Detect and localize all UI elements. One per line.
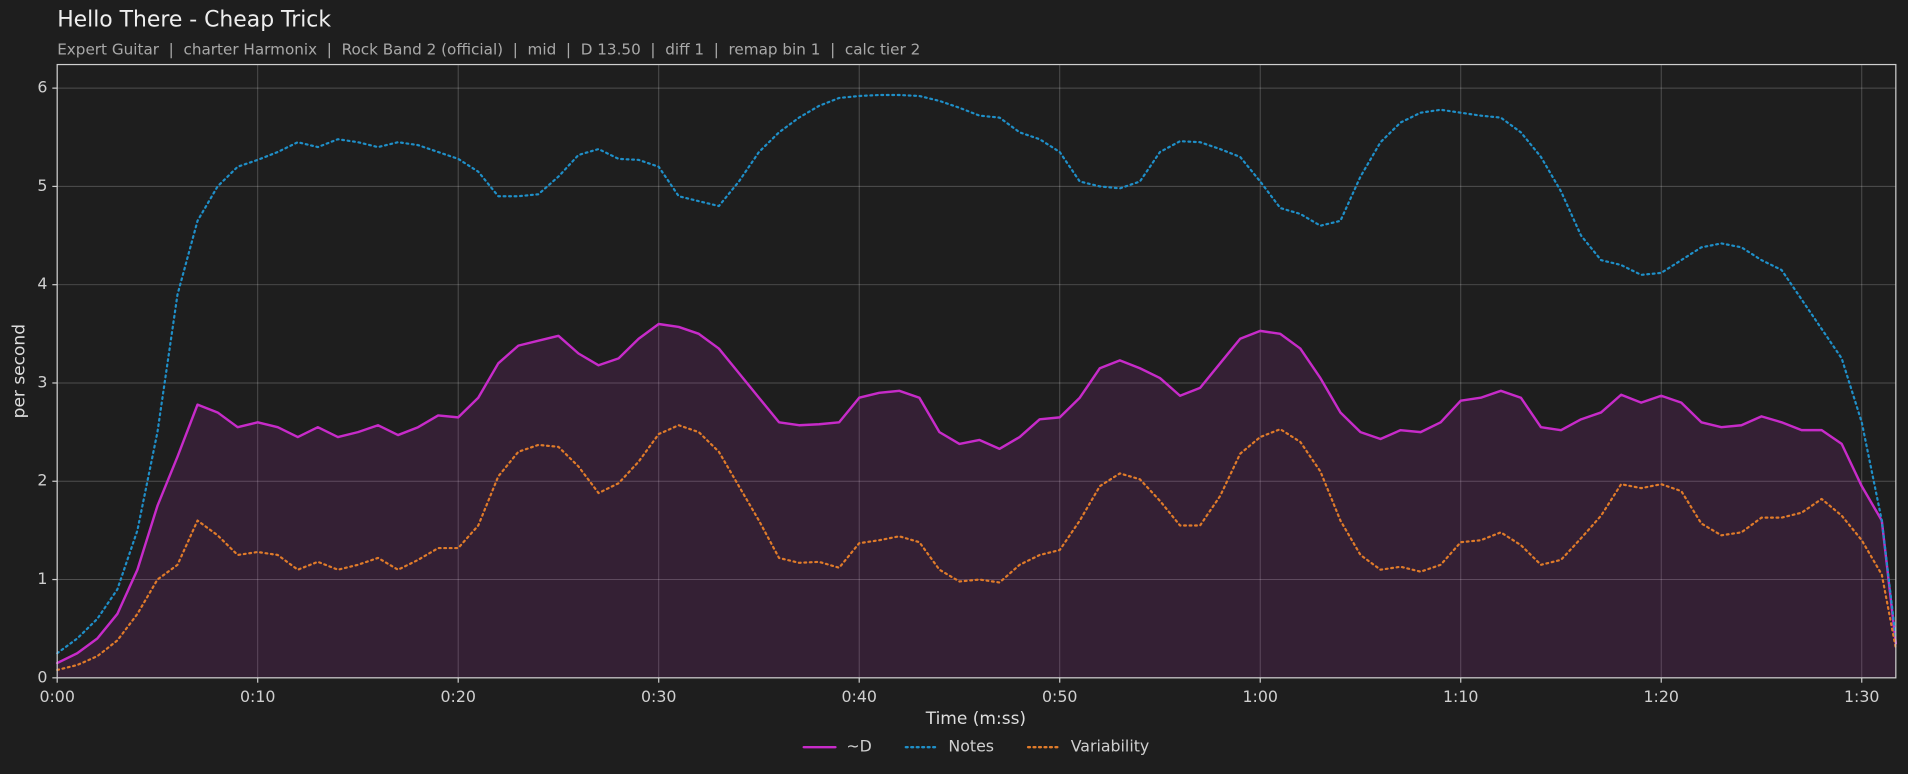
x-tick-label: 0:00 <box>39 687 74 706</box>
y-tick-label: 6 <box>37 78 47 97</box>
series-line <box>56 424 1897 672</box>
series-line <box>56 93 1897 655</box>
plot-frame <box>56 63 1897 679</box>
x-tick-label: 0:40 <box>841 687 876 706</box>
x-tick-label: 0:10 <box>240 687 275 706</box>
y-tick-label: 4 <box>37 274 47 293</box>
y-tick-label: 0 <box>37 667 47 686</box>
x-tick-label: 1:30 <box>1844 687 1879 706</box>
chart-title: Hello There - Cheap Trick <box>57 8 331 33</box>
y-tick-label: 5 <box>37 176 47 195</box>
series-line <box>55 322 1898 665</box>
chart-subtitle: Expert Guitar | charter Harmonix | Rock … <box>57 40 920 58</box>
x-tick-label: 1:00 <box>1242 687 1277 706</box>
legend-label: Variability <box>1071 737 1150 756</box>
x-tick-label: 0:20 <box>440 687 475 706</box>
y-tick-label: 2 <box>37 471 47 490</box>
x-tick-label: 1:20 <box>1643 687 1678 706</box>
y-axis-label: per second <box>9 324 29 418</box>
x-tick-label: 0:50 <box>1042 687 1077 706</box>
legend-label: Notes <box>948 737 994 756</box>
y-tick-label: 3 <box>37 372 47 391</box>
area <box>57 324 1896 678</box>
x-tick-label: 0:30 <box>641 687 676 706</box>
x-axis-label: Time (m:ss) <box>925 709 1026 729</box>
y-tick-label: 1 <box>37 569 47 588</box>
x-tick-label: 1:10 <box>1443 687 1478 706</box>
plot-area <box>57 64 1896 678</box>
legend: ~D Notes Variability <box>802 737 1150 756</box>
legend-label: ~D <box>846 737 871 756</box>
